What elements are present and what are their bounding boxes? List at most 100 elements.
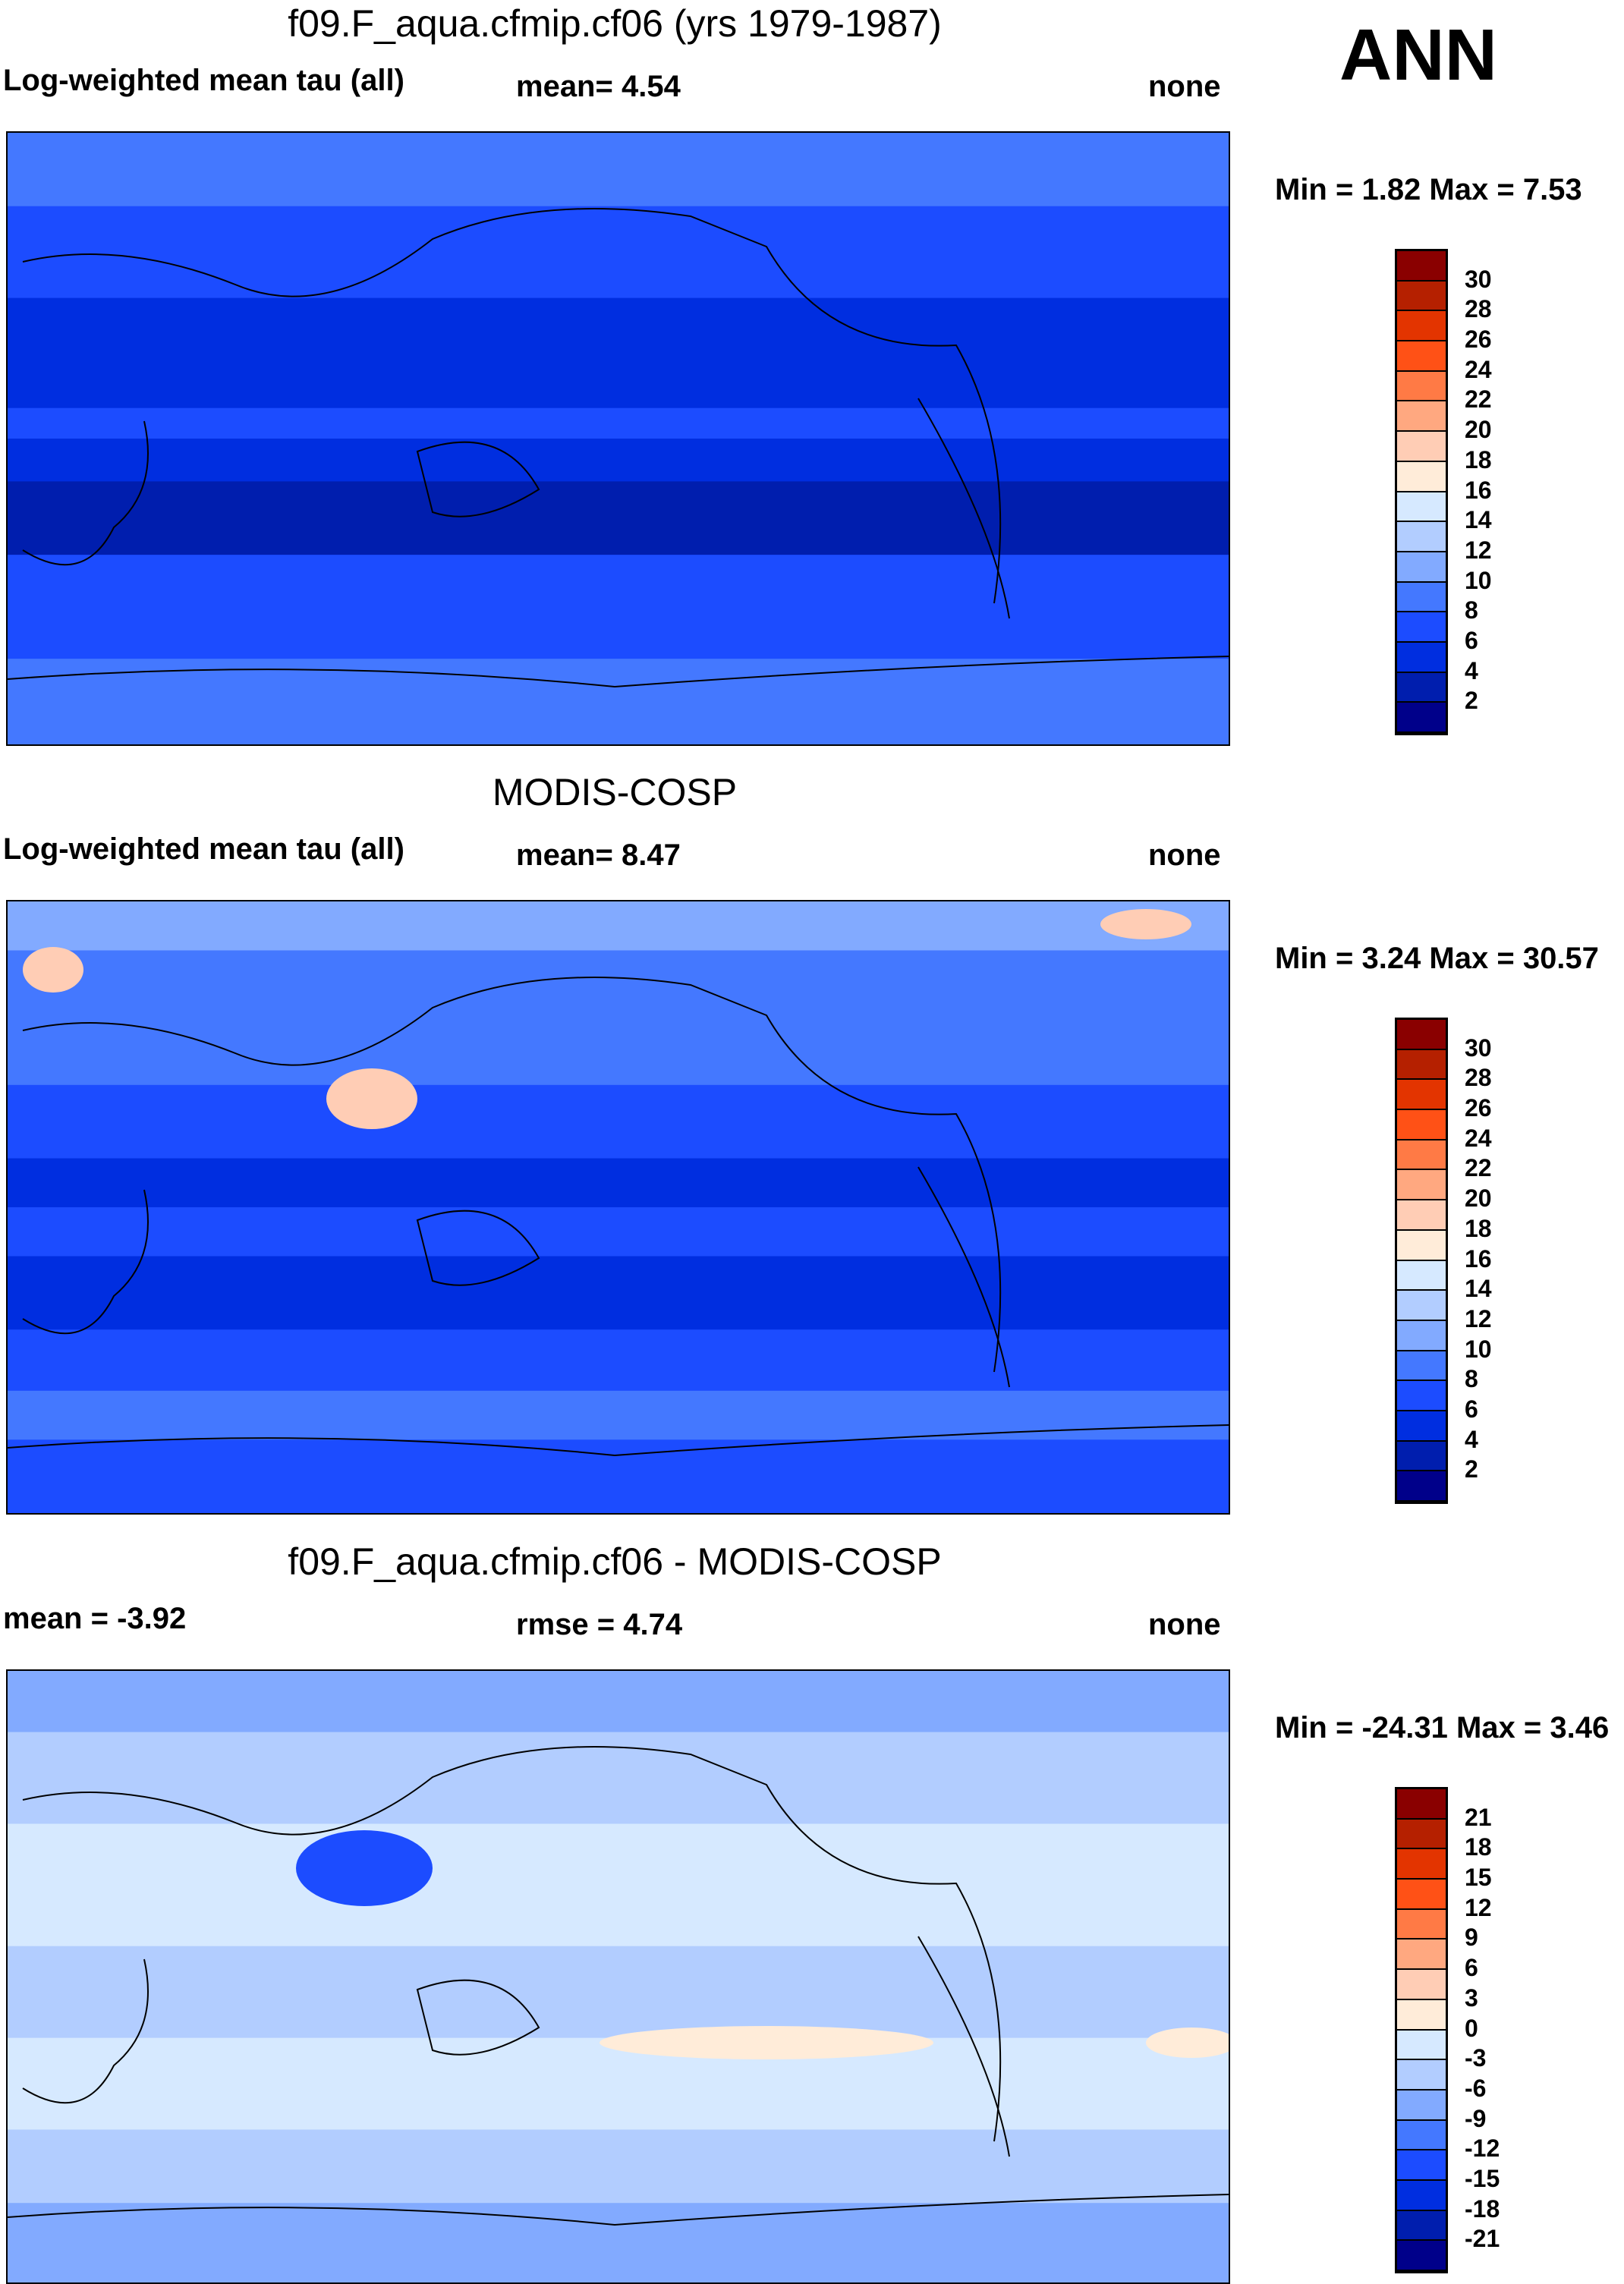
colorbar-box xyxy=(1397,1849,1446,1880)
colorbar xyxy=(1395,1787,1448,2273)
contour-patch xyxy=(600,2026,933,2059)
contour-band xyxy=(8,133,1229,207)
colorbar-label: 3 xyxy=(1465,1984,1478,2012)
season-label: ANN xyxy=(1339,14,1497,96)
colorbar xyxy=(1395,249,1448,735)
map-panel xyxy=(6,131,1230,746)
colorbar-box xyxy=(1397,1140,1446,1171)
colorbar-box xyxy=(1397,1819,1446,1850)
colorbar-label: 12 xyxy=(1465,1304,1492,1332)
map-field xyxy=(8,901,1229,1513)
colorbar-box xyxy=(1397,2180,1446,2211)
colorbar-label: 21 xyxy=(1465,1803,1492,1831)
colorbar-box xyxy=(1397,1471,1446,1502)
colorbar-label: 24 xyxy=(1465,1124,1492,1152)
colorbar-box xyxy=(1397,1940,1446,1971)
colorbar-label: 10 xyxy=(1465,1335,1492,1363)
map-panel xyxy=(6,900,1230,1515)
colorbar-box xyxy=(1397,432,1446,462)
colorbar-box xyxy=(1397,2241,1446,2271)
contour-patch xyxy=(1100,909,1191,939)
coastline xyxy=(8,1746,1229,2226)
colorbar-label: 18 xyxy=(1465,1833,1492,1861)
colorbar-box xyxy=(1397,341,1446,372)
colorbar-label: 26 xyxy=(1465,1094,1492,1122)
colorbar-box xyxy=(1397,461,1446,492)
colorbar-box xyxy=(1397,1260,1446,1291)
colorbar-label: 14 xyxy=(1465,1275,1492,1303)
contour-band xyxy=(8,1207,1229,1257)
colorbar-label: -21 xyxy=(1465,2225,1500,2253)
panel-title: f09.F_aqua.cfmip.cf06 (yrs 1979-1987) xyxy=(288,2,942,45)
colorbar-label: 15 xyxy=(1465,1864,1492,1892)
minmax-label: Min = -24.31 Max = 3.46 xyxy=(1275,1711,1610,1744)
contour-patch xyxy=(1146,2028,1229,2058)
contour-band xyxy=(8,1329,1229,1392)
contour-patch xyxy=(23,947,83,993)
center-label: mean= 4.54 xyxy=(516,70,681,103)
colorbar-box xyxy=(1397,1291,1446,1321)
right-label: none xyxy=(1148,70,1221,103)
contour-band xyxy=(8,1823,1229,1947)
colorbar-label: 4 xyxy=(1465,656,1478,684)
colorbar-label: -9 xyxy=(1465,2104,1487,2132)
colorbar-label: -18 xyxy=(1465,2194,1500,2223)
colorbar-label: 12 xyxy=(1465,536,1492,564)
panel-title: MODIS-COSP xyxy=(492,771,738,813)
colorbar-box xyxy=(1397,1880,1446,1910)
contour-patch xyxy=(326,1068,417,1129)
colorbar-label: 2 xyxy=(1465,687,1478,715)
colorbar-box xyxy=(1397,1049,1446,1081)
colorbar-box xyxy=(1397,2210,1446,2242)
contour-band xyxy=(8,1732,1229,1825)
colorbar-label: 14 xyxy=(1465,506,1492,534)
colorbar-box xyxy=(1397,251,1446,282)
contour-band xyxy=(8,1671,1229,1733)
colorbar-box xyxy=(1397,1381,1446,1411)
colorbar-label: 16 xyxy=(1465,1244,1492,1273)
colorbar-label: 8 xyxy=(1465,596,1478,624)
colorbar-label: 24 xyxy=(1465,355,1492,383)
map-field xyxy=(8,1671,1229,2282)
colorbar-box xyxy=(1397,2060,1446,2091)
map-panel xyxy=(6,1669,1230,2284)
colorbar-box xyxy=(1397,552,1446,583)
colorbar-box xyxy=(1397,522,1446,552)
colorbar-label: -12 xyxy=(1465,2135,1500,2163)
map-field xyxy=(8,133,1229,744)
colorbar-label: 30 xyxy=(1465,1033,1492,1062)
colorbar-label: 30 xyxy=(1465,265,1492,293)
colorbar-box xyxy=(1397,281,1446,312)
colorbar-box xyxy=(1397,2120,1446,2151)
colorbar-label: 10 xyxy=(1465,566,1492,594)
colorbar-label: 18 xyxy=(1465,1214,1492,1242)
colorbar-label: 20 xyxy=(1465,1184,1492,1213)
coastline xyxy=(8,977,1229,1457)
contour-band xyxy=(8,481,1229,556)
colorbar-box xyxy=(1397,642,1446,673)
colorbar-box xyxy=(1397,401,1446,433)
left-label: Log-weighted mean tau (all) xyxy=(3,832,404,866)
colorbar-box xyxy=(1397,2150,1446,2181)
contour-band xyxy=(8,555,1229,660)
colorbar-label: 8 xyxy=(1465,1365,1478,1393)
contour-band xyxy=(8,1256,1229,1331)
colorbar-box xyxy=(1397,1411,1446,1442)
colorbar-label: 6 xyxy=(1465,1395,1478,1423)
minmax-label: Min = 1.82 Max = 7.53 xyxy=(1275,173,1582,206)
contour-band xyxy=(8,407,1229,439)
contour-band xyxy=(8,1158,1229,1208)
colorbar-label: 28 xyxy=(1465,1064,1492,1092)
right-label: none xyxy=(1148,1608,1221,1641)
colorbar-label: 9 xyxy=(1465,1924,1478,1952)
colorbar xyxy=(1395,1018,1448,1504)
colorbar-box xyxy=(1397,2030,1446,2061)
colorbar-label: 16 xyxy=(1465,476,1492,504)
contour-band xyxy=(8,2037,1229,2131)
colorbar-label: 20 xyxy=(1465,416,1492,444)
colorbar-label: 22 xyxy=(1465,1154,1492,1182)
contour-band xyxy=(8,1946,1229,2039)
colorbar-box xyxy=(1397,1080,1446,1111)
colorbar-box xyxy=(1397,1020,1446,1050)
colorbar-box xyxy=(1397,1909,1446,1940)
